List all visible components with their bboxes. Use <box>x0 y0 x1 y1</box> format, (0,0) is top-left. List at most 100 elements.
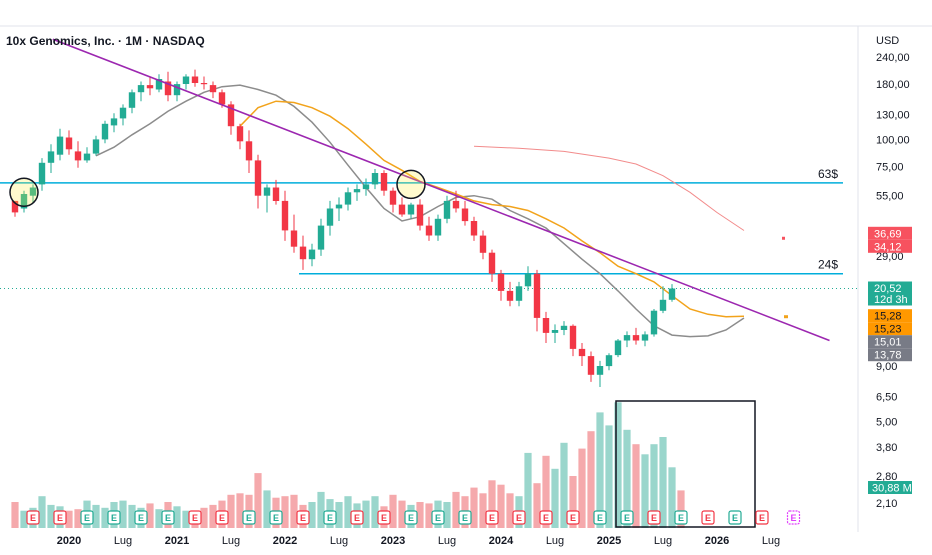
earnings-badge <box>620 510 634 525</box>
earnings-letter: E <box>705 513 711 523</box>
earnings-letter: E <box>327 513 333 523</box>
candle-body <box>623 335 631 341</box>
earnings-marker: E <box>539 510 553 525</box>
volume-bar <box>623 429 631 528</box>
candle-body <box>254 160 262 196</box>
earnings-badge <box>728 510 742 525</box>
candle-body <box>344 192 352 205</box>
price-badge <box>868 335 912 349</box>
volume-bar <box>524 452 532 528</box>
ma-pink-line <box>473 145 745 231</box>
candle-body <box>380 173 388 191</box>
candle-body <box>155 79 163 90</box>
candle-body <box>443 200 451 219</box>
candle-body <box>74 151 82 161</box>
candle-body <box>641 334 649 341</box>
price-badge <box>868 226 912 240</box>
earnings-badge <box>26 510 40 525</box>
price-badge-label: 13,78 <box>874 350 902 362</box>
earnings-badge <box>755 510 769 525</box>
earnings-marker: E <box>485 510 499 525</box>
x-tick-label: 2023 <box>381 535 405 547</box>
earnings-badge <box>593 510 607 525</box>
candle-body <box>281 200 289 231</box>
x-tick-label: 2021 <box>165 535 189 547</box>
candle-body <box>389 190 397 205</box>
volume-bar <box>173 506 181 528</box>
level-label: 63$ <box>818 167 838 181</box>
earnings-letter: E <box>462 513 468 523</box>
candle-body <box>488 252 496 274</box>
earnings-badge <box>539 510 553 525</box>
earnings-letter: E <box>435 513 441 523</box>
earnings-badge <box>161 510 175 525</box>
volume-bar <box>578 448 586 528</box>
candle-body <box>200 83 208 85</box>
earnings-badge <box>566 510 580 525</box>
y-tick-label: 130,00 <box>876 110 910 122</box>
grid <box>0 25 932 532</box>
ma-orange-dot <box>784 315 788 319</box>
candle-body <box>632 335 640 341</box>
candle-body <box>605 355 613 367</box>
volume-bar <box>128 504 136 528</box>
downtrend-line <box>52 38 830 342</box>
earnings-badge <box>269 510 283 525</box>
y-tick-label: 29,00 <box>876 251 904 263</box>
y-tick-label: 180,00 <box>876 79 910 91</box>
earnings-marker: E <box>80 510 94 525</box>
candle-body <box>209 85 217 93</box>
volume-bar <box>668 467 676 528</box>
highlight-circles <box>9 169 426 208</box>
earnings-marker: E <box>404 510 418 525</box>
price-axis[interactable]: 240,00 180,00 130,00 100,00 75,00 55,00 29,00 9… <box>876 52 910 510</box>
y-tick-label: 2,10 <box>876 498 897 510</box>
earnings-badge <box>80 510 94 525</box>
currency-label: USD <box>876 35 899 47</box>
price-badge-label: 36,69 <box>874 228 902 240</box>
ma-pink-dot <box>782 236 785 240</box>
time-axis[interactable]: 2020 Lug 2021 Lug 2022 Lug 2023 Lug 2024 Lug 2025 L… <box>57 535 780 547</box>
volume-bar <box>182 510 190 528</box>
earnings-marker: E <box>620 510 634 525</box>
volume-bar <box>317 491 325 528</box>
candle-body <box>596 366 604 375</box>
earnings-letter: E <box>111 513 117 523</box>
volume-bar <box>20 510 28 528</box>
level-label: 24$ <box>818 258 838 272</box>
candle-body <box>245 141 253 161</box>
candle-body <box>398 204 406 215</box>
volume-bar <box>290 494 298 528</box>
earnings-badge <box>107 510 121 525</box>
candle-body <box>668 288 676 300</box>
earnings-letter: E <box>84 513 90 523</box>
earnings-letter: E <box>732 513 738 523</box>
volume-bar <box>542 455 550 528</box>
earnings-badge <box>674 510 688 525</box>
candle-body <box>650 310 658 335</box>
candle-body <box>335 204 343 209</box>
price-badge <box>868 322 912 336</box>
volume-bar <box>362 500 370 528</box>
earnings-marker: E <box>512 510 526 525</box>
volume-bar <box>263 490 271 528</box>
earnings-badge <box>242 510 256 525</box>
earnings-badge <box>215 510 229 525</box>
candle-body <box>146 85 154 89</box>
candle-body <box>236 126 244 142</box>
y-tick-label: 9,00 <box>876 361 897 373</box>
earnings-marker: E <box>26 510 40 525</box>
volume-bar <box>47 504 55 528</box>
candle-body <box>497 273 505 291</box>
earnings-badge <box>458 510 472 525</box>
volume-bar <box>641 454 649 528</box>
volume-annotation-box <box>615 400 756 528</box>
earnings-marker: E <box>53 510 67 525</box>
highlight-circle <box>396 169 426 200</box>
candle-body <box>128 92 136 108</box>
volume-bar <box>659 437 667 528</box>
x-tick-label: Lug <box>546 535 564 547</box>
earnings-badge <box>296 510 310 525</box>
